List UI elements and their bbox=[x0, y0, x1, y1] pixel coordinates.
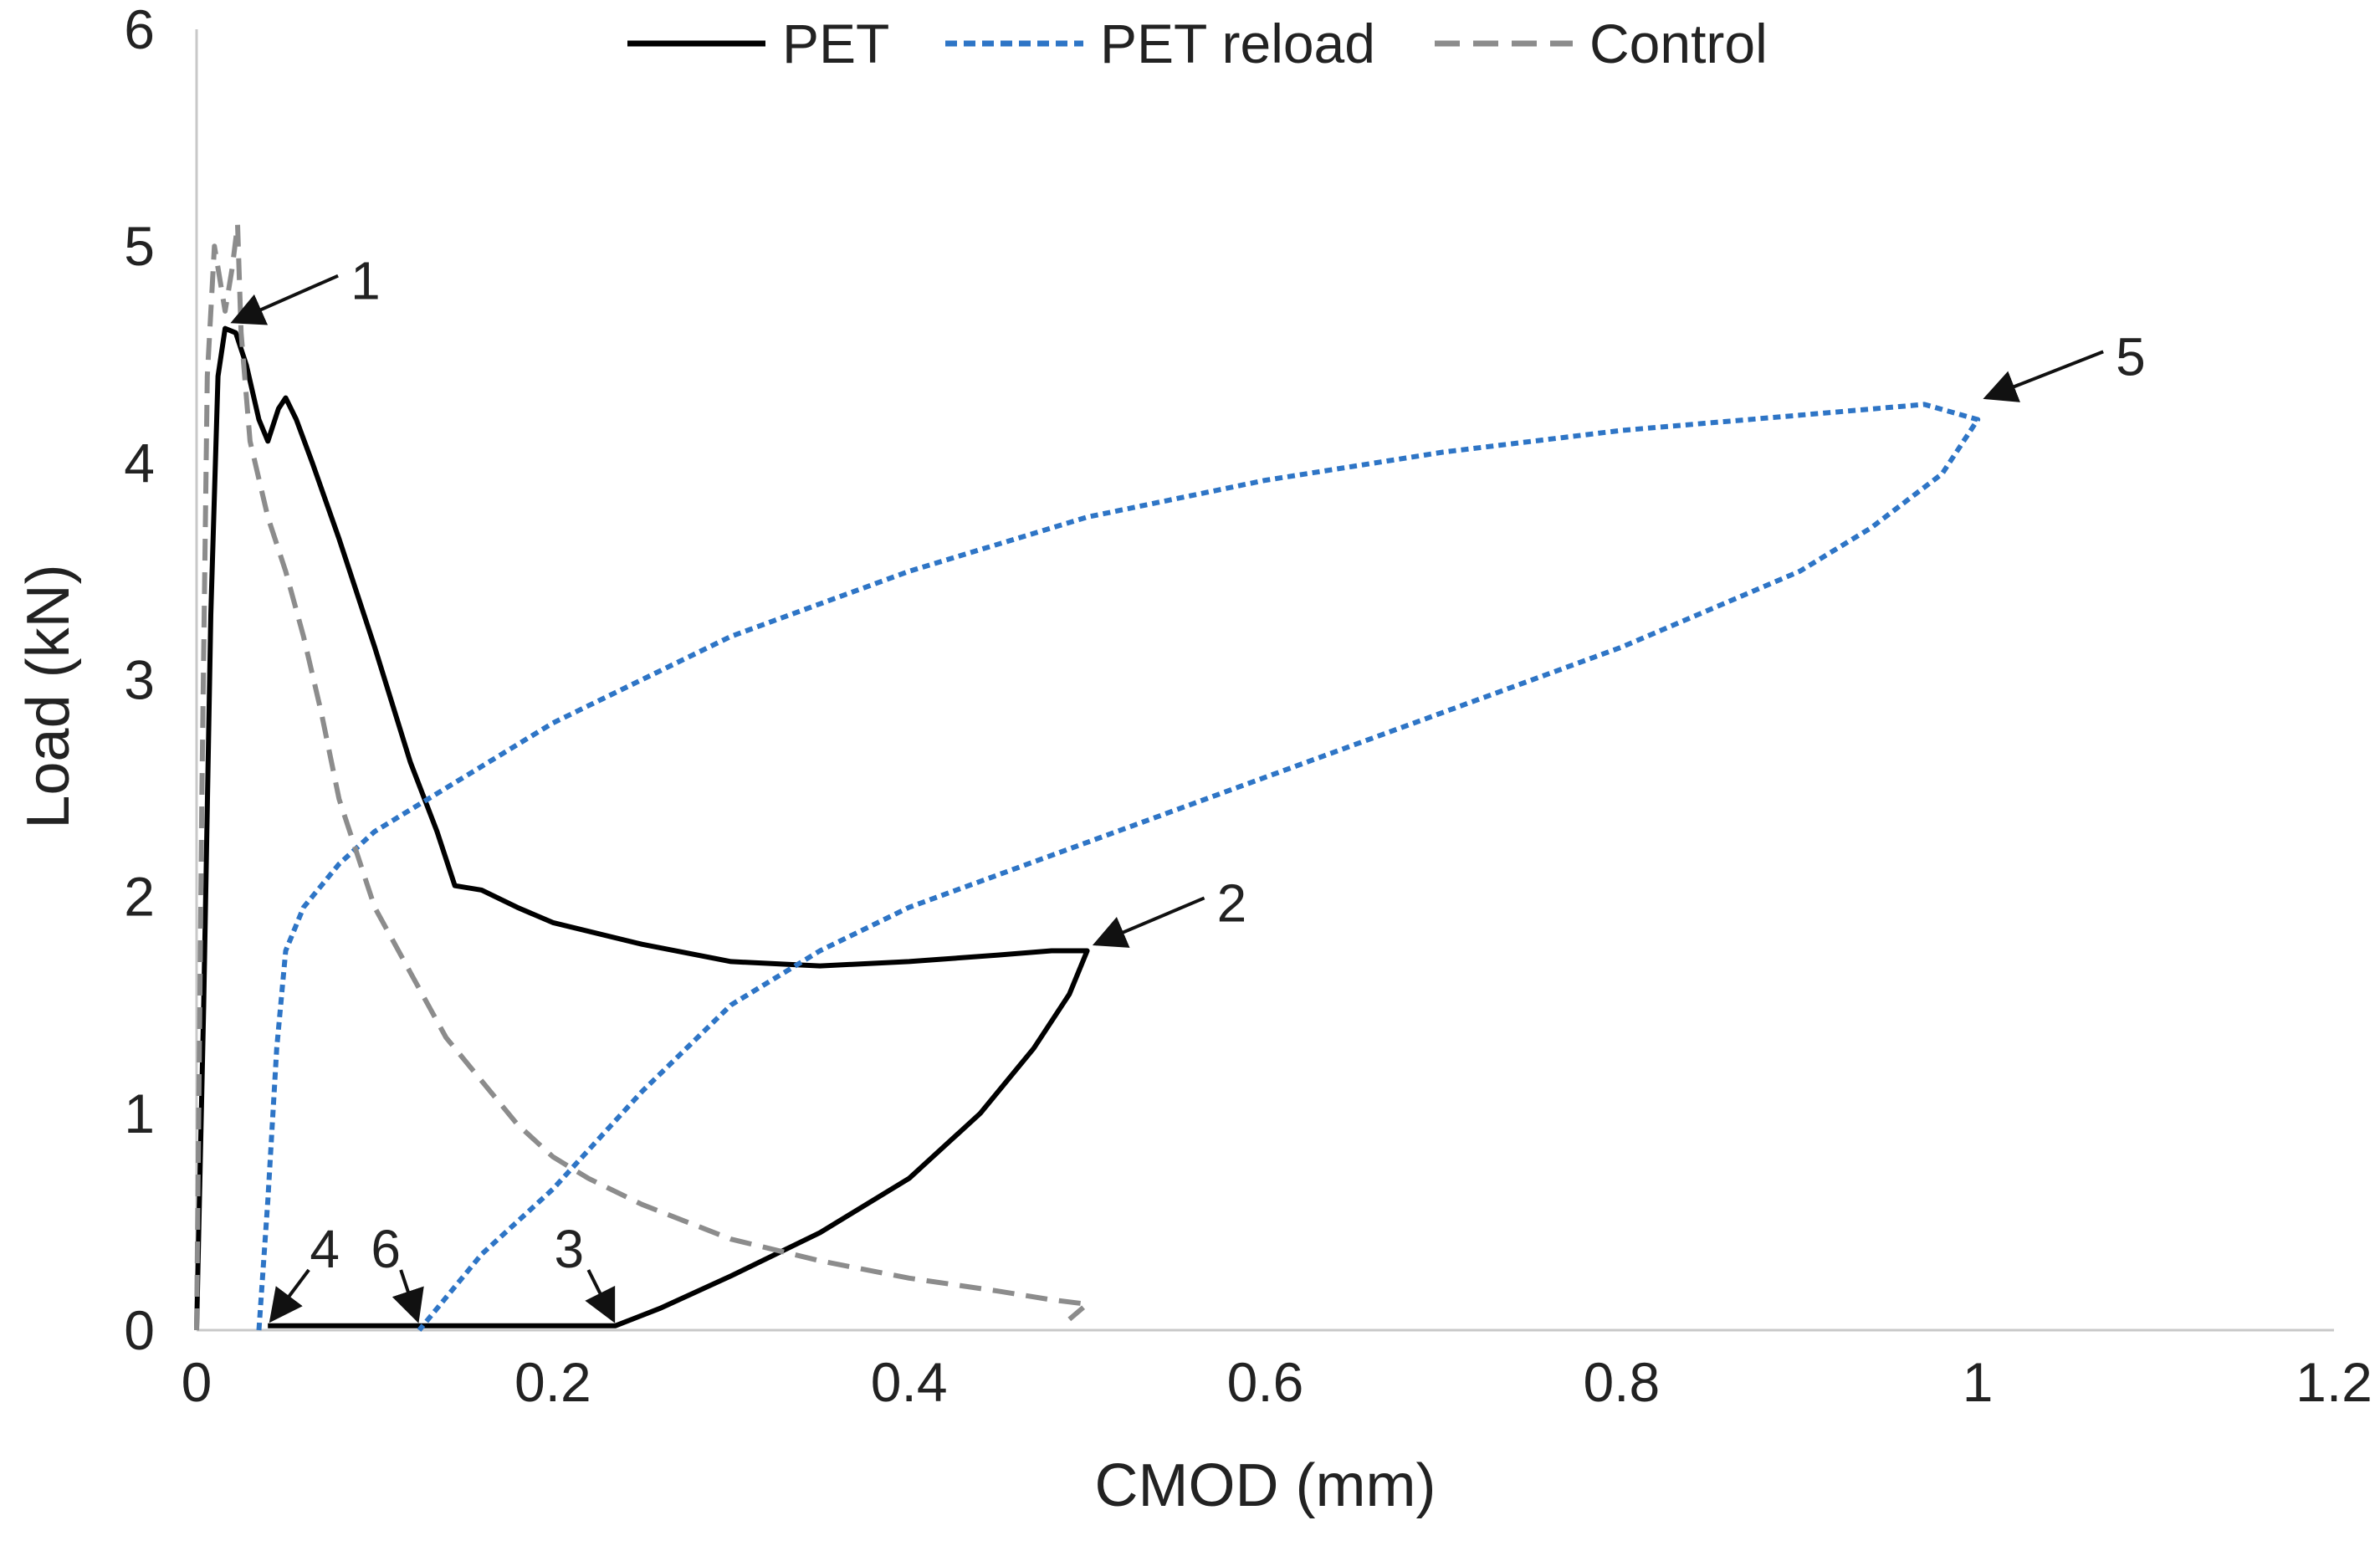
annotation-arrow bbox=[269, 1268, 310, 1323]
x-tick-label: 0.8 bbox=[1583, 1351, 1660, 1413]
y-tick-label: 2 bbox=[124, 866, 155, 928]
series-pet-line bbox=[194, 325, 1090, 1331]
annotation-arrow bbox=[585, 1269, 616, 1323]
x-tick-label: 0.4 bbox=[871, 1351, 948, 1413]
y-tick-label: 3 bbox=[124, 649, 155, 711]
y-tick-label: 6 bbox=[124, 0, 155, 60]
x-tick-label: 0.2 bbox=[514, 1351, 591, 1413]
annotation-label: 2 bbox=[1217, 873, 1247, 933]
annotation-label: 4 bbox=[310, 1219, 340, 1279]
y-tick-label: 4 bbox=[124, 432, 155, 494]
annotation-label: 5 bbox=[2116, 326, 2146, 386]
series-lines bbox=[194, 222, 1981, 1332]
annotation-label: 1 bbox=[351, 251, 381, 311]
legend: PET PET reload Control bbox=[627, 13, 1768, 74]
axes: 0 0.2 0.4 0.6 0.8 1 1.2 0 1 2 3 4 5 6 CMOD (mm) Load (k… bbox=[15, 0, 2372, 1519]
annotations: 1 2 3 4 5 6 bbox=[230, 251, 2146, 1323]
series-control-line bbox=[194, 222, 1090, 1331]
annotation-label: 6 bbox=[371, 1219, 401, 1279]
x-tick-label: 0 bbox=[182, 1351, 212, 1413]
y-tick-label: 0 bbox=[124, 1299, 155, 1361]
y-tick-label: 1 bbox=[124, 1083, 155, 1144]
x-tick-label: 1 bbox=[1963, 1351, 1994, 1413]
annotation-arrow bbox=[1092, 896, 1205, 948]
legend-pet-reload-label: PET reload bbox=[1100, 13, 1375, 74]
annotation-arrow bbox=[1983, 350, 2104, 402]
legend-pet-label: PET bbox=[782, 13, 889, 74]
y-axis-title: Load (kN) bbox=[15, 564, 82, 828]
x-axis-title: CMOD (mm) bbox=[1095, 1452, 1436, 1519]
annotation-arrow bbox=[392, 1269, 424, 1323]
series-pet-reload-line bbox=[256, 402, 1981, 1332]
y-tick-label: 5 bbox=[124, 215, 155, 277]
x-tick-label: 1.2 bbox=[2296, 1351, 2372, 1413]
x-tick-label: 0.6 bbox=[1227, 1351, 1304, 1413]
legend-control-label: Control bbox=[1589, 13, 1768, 74]
annotation-arrow bbox=[230, 274, 339, 325]
annotation-label: 3 bbox=[555, 1219, 585, 1279]
